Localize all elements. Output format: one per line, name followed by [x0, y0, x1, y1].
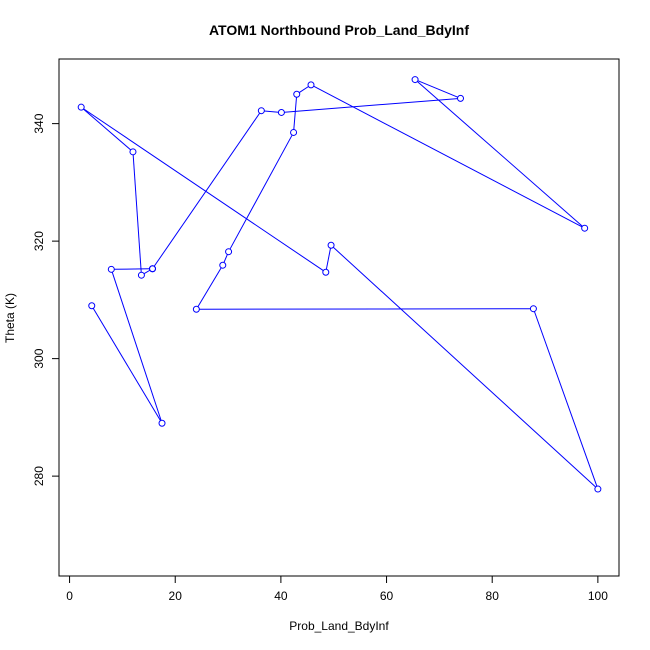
data-point — [594, 485, 602, 493]
series-line-segment — [417, 81, 583, 227]
x-tick-label: 20 — [169, 589, 183, 603]
series-line-segment — [313, 85, 583, 228]
data-point — [581, 224, 589, 232]
data-point — [77, 103, 85, 111]
series-line-segment — [153, 112, 261, 267]
x-tick-label: 100 — [588, 589, 608, 603]
data-point — [277, 108, 285, 116]
data-point — [322, 268, 330, 276]
series-layer — [77, 76, 602, 493]
series-line-segment — [83, 108, 324, 271]
x-tick-label: 40 — [274, 589, 288, 603]
data-point — [529, 305, 537, 313]
data-point — [411, 76, 419, 84]
y-axis: 280 300 320 340 — [32, 113, 60, 486]
y-axis-label: Theta (K) — [3, 293, 17, 343]
y-tick-label: 280 — [32, 466, 46, 486]
x-axis: 0 20 40 60 80 100 — [66, 575, 608, 603]
data-point — [257, 107, 265, 115]
plot-frame — [58, 58, 620, 577]
data-point — [137, 271, 145, 279]
series-line-segment — [111, 272, 162, 421]
data-point — [149, 265, 157, 273]
series-line-segment — [229, 134, 293, 250]
x-tick-label: 0 — [66, 589, 73, 603]
series-line-segment — [417, 80, 458, 98]
series-line-segment — [197, 267, 222, 307]
series-line-segment — [143, 269, 151, 275]
series-line-segment — [223, 254, 228, 263]
y-tick-label: 340 — [32, 113, 46, 133]
series-line-segment — [284, 98, 458, 113]
x-tick-label: 80 — [486, 589, 500, 603]
series-line-segment — [92, 308, 161, 421]
data-point — [88, 302, 96, 310]
data-point — [293, 90, 301, 98]
series-line-segment — [83, 108, 132, 151]
data-point — [158, 419, 166, 427]
data-point — [192, 305, 200, 313]
series-line-segment — [533, 311, 598, 487]
x-tick-label: 60 — [380, 589, 394, 603]
data-point — [107, 265, 115, 273]
data-point — [457, 94, 465, 102]
data-point — [327, 241, 335, 249]
series-line-segment — [325, 248, 331, 270]
data-point — [219, 261, 227, 269]
series-line-segment — [199, 308, 531, 310]
series-line-segment — [114, 268, 150, 270]
y-tick-label: 300 — [32, 348, 46, 368]
series-line-segment — [132, 154, 142, 273]
data-point — [307, 81, 315, 89]
chart-title: ATOM1 Northbound Prob_Land_BdyInf — [209, 22, 469, 38]
y-tick-label: 320 — [32, 231, 46, 251]
data-point — [129, 148, 137, 156]
data-point — [225, 248, 233, 256]
series-line-segment — [332, 246, 596, 488]
series-line-segment — [298, 86, 309, 94]
x-axis-label: Prob_Land_BdyInf — [289, 619, 389, 633]
series-line-segment — [293, 97, 297, 130]
data-point — [290, 128, 298, 136]
series-line-segment — [264, 110, 279, 113]
